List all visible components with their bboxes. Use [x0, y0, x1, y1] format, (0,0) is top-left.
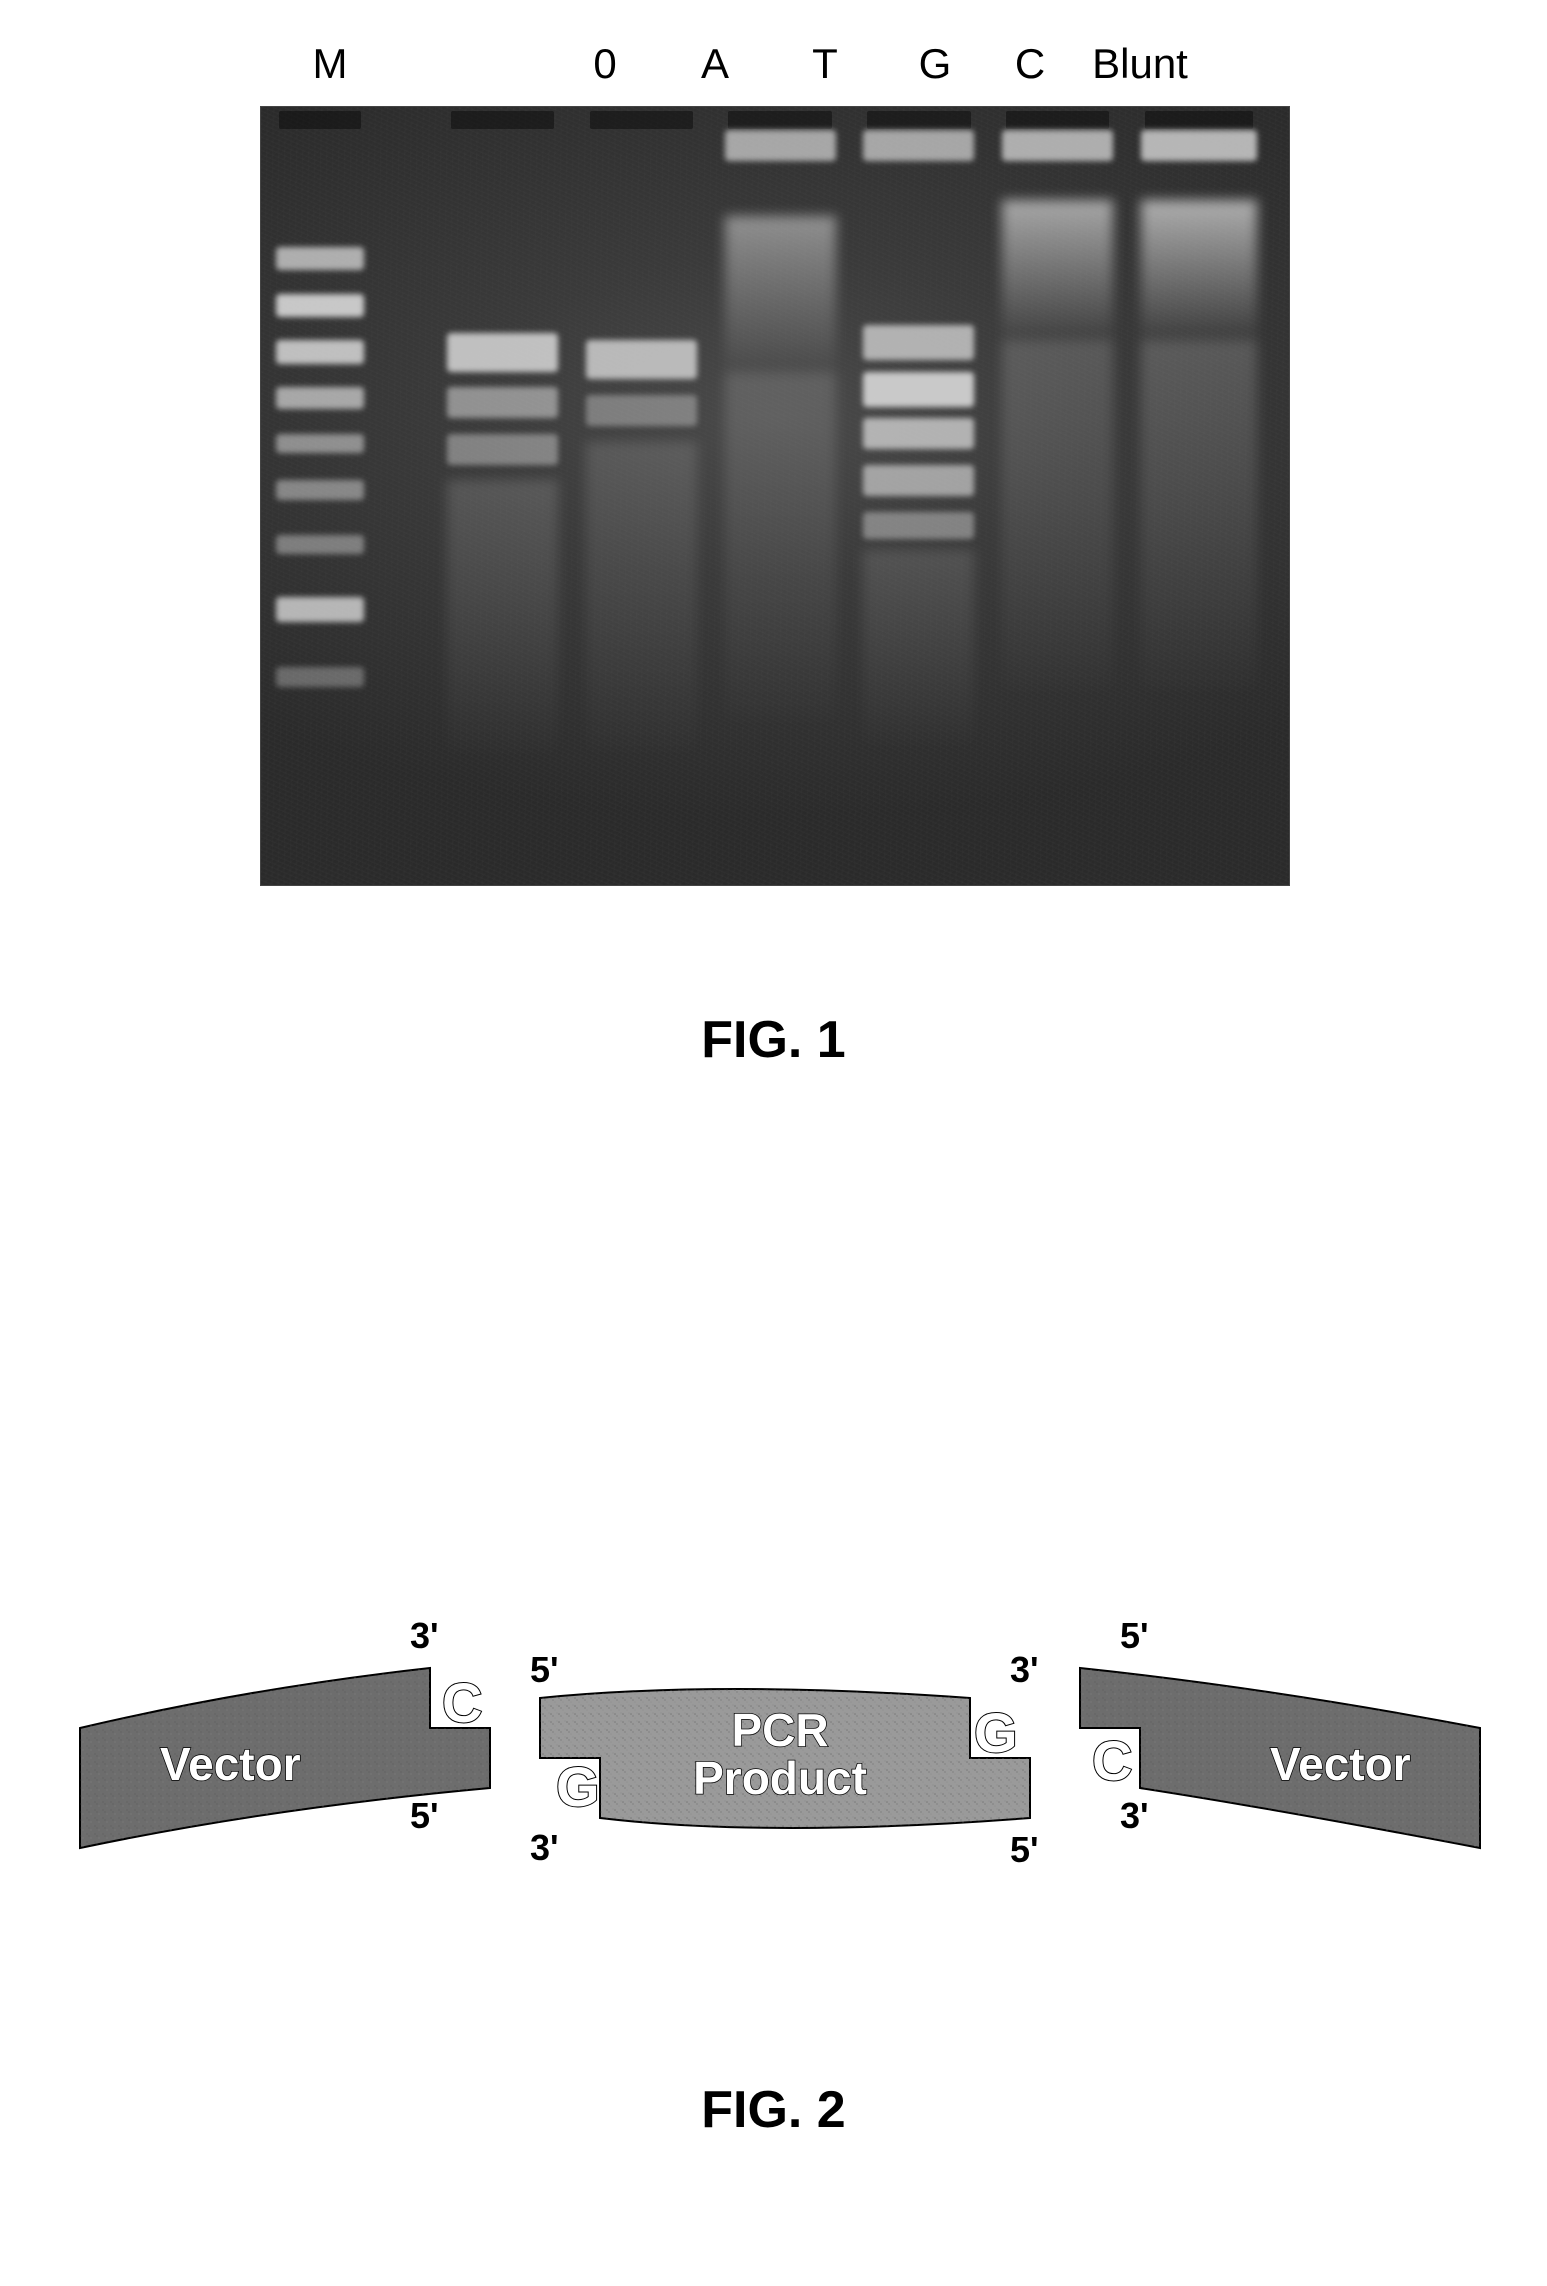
smear	[863, 550, 974, 745]
end-label: 5'	[410, 1795, 439, 1836]
band	[1002, 130, 1113, 161]
lane-a	[580, 107, 703, 885]
well	[728, 111, 832, 129]
lane-label-a: A	[660, 40, 770, 88]
figure-1-caption: FIG. 1	[0, 1010, 1547, 1070]
band	[863, 418, 974, 449]
lane-label-c: C	[990, 40, 1070, 88]
ladder-band	[276, 667, 364, 686]
lane-g	[857, 107, 980, 885]
lane-label-blunt: Blunt	[1070, 40, 1210, 88]
band	[447, 333, 558, 372]
well	[451, 111, 555, 129]
ladder-band	[276, 340, 364, 363]
figure-1: M 0ATGCBlunt	[260, 40, 1290, 886]
smear	[1141, 340, 1257, 690]
well	[1145, 111, 1253, 129]
end-label: 5'	[1120, 1615, 1149, 1656]
end-label: 3'	[1010, 1649, 1039, 1690]
lane-label-m: M	[270, 40, 390, 88]
figure-2-caption: FIG. 2	[0, 2080, 1547, 2140]
gel-image	[260, 106, 1290, 886]
band	[447, 434, 558, 465]
smear	[586, 442, 697, 753]
gel-lane-labels: M 0ATGCBlunt	[260, 40, 1290, 88]
end-label: 3'	[410, 1615, 439, 1656]
figure-2: VectorVectorPCRProductCGGC3'5'5'3'3'5'5'…	[70, 1560, 1490, 1940]
band	[863, 130, 974, 161]
lane-0	[441, 107, 564, 885]
band	[586, 395, 697, 426]
well	[867, 111, 971, 129]
ladder-band	[276, 480, 364, 499]
lane-c	[996, 107, 1119, 885]
vector-label: Vector	[1270, 1738, 1411, 1790]
well	[1006, 111, 1110, 129]
ladder-band	[276, 597, 364, 622]
band	[863, 325, 974, 360]
end-label: 3'	[530, 1827, 559, 1868]
well	[590, 111, 694, 129]
smear	[725, 372, 836, 722]
ladder-band	[276, 387, 364, 409]
band	[863, 512, 974, 539]
smear	[1002, 340, 1113, 690]
nucleotide-c-label: C	[1092, 1729, 1132, 1792]
band	[1141, 130, 1257, 161]
band	[725, 130, 836, 161]
band	[863, 465, 974, 496]
end-label: 5'	[1010, 1829, 1039, 1870]
band	[586, 340, 697, 379]
lane-blunt	[1135, 107, 1264, 885]
end-label: 3'	[1120, 1795, 1149, 1836]
ladder-band	[276, 294, 364, 317]
smear	[1002, 200, 1113, 340]
band	[447, 387, 558, 418]
ladder-band	[276, 434, 364, 453]
smear	[447, 480, 558, 752]
lane-label-g: G	[880, 40, 990, 88]
ladder-band	[276, 247, 364, 270]
lane-label-0: 0	[550, 40, 660, 88]
well	[279, 111, 361, 129]
smear	[725, 216, 836, 372]
nucleotide-g-label: G	[556, 1755, 600, 1818]
cloning-diagram: VectorVectorPCRProductCGGC3'5'5'3'3'5'5'…	[70, 1560, 1490, 1940]
band	[863, 372, 974, 407]
lane-label-t: T	[770, 40, 880, 88]
ladder-band	[276, 535, 364, 554]
smear	[1141, 200, 1257, 340]
ladder-lane	[271, 107, 369, 885]
vector-label: Vector	[160, 1738, 301, 1790]
nucleotide-g-label: G	[974, 1701, 1018, 1764]
lane-t	[718, 107, 841, 885]
end-label: 5'	[530, 1649, 559, 1690]
nucleotide-c-label: C	[442, 1671, 482, 1734]
